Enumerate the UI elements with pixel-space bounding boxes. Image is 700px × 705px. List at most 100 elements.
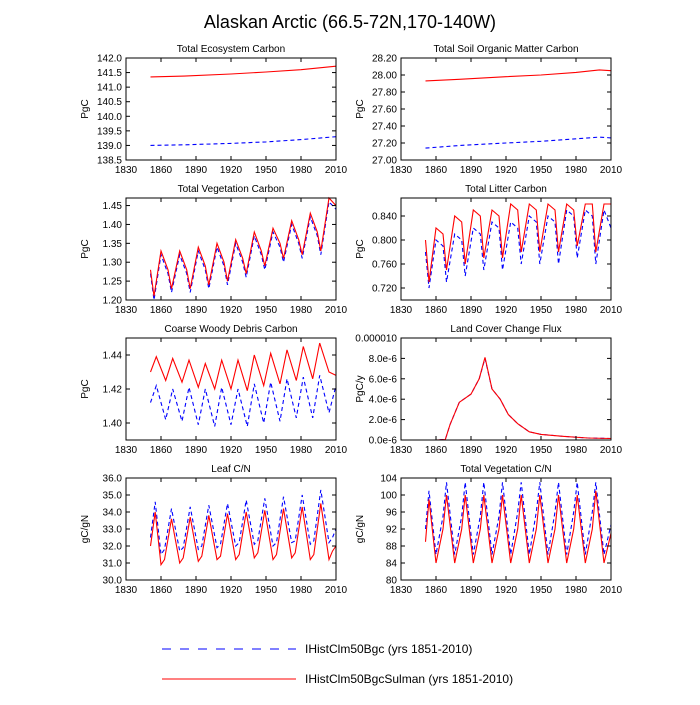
panel-7-ytick-label: 35.0 (103, 491, 123, 502)
panel-2-frame (400, 57, 612, 161)
panel-5-xtick-label: 1950 (255, 445, 278, 456)
panel-6-ytick-label: 6.0e-6 (369, 374, 398, 385)
panel-5-title: Coarse Woody Debris Carbon (164, 324, 297, 335)
panel-2-ylabel: PgC (355, 99, 366, 118)
panel-8-title: Total Vegetation C/N (460, 464, 551, 475)
panel-6-xtick-label: 1980 (565, 445, 588, 456)
panel-1-ytick-label: 139.0 (97, 141, 122, 152)
panel-6-ytick-label: 0.000010 (355, 334, 397, 345)
panel-2-ytick-label: 27.20 (372, 139, 397, 150)
panel-1-series-1-line (150, 136, 337, 146)
panel-5-xtick-label: 1830 (115, 445, 138, 456)
panel-7-xtick-label: 1860 (150, 585, 173, 596)
panel-2-xtick-label: 1920 (495, 165, 518, 176)
panel-2-xtick-label: 1830 (390, 165, 413, 176)
panel-7-xtick-label: 1920 (220, 585, 243, 596)
panel-2-xtick-label: 2010 (600, 165, 623, 176)
panel-3-ytick-label: 1.20 (103, 296, 123, 307)
panel-8-ylabel: gC/gN (355, 515, 366, 543)
panel-6-xtick-label: 1830 (390, 445, 413, 456)
panel-1-ytick-label: 139.5 (97, 126, 122, 137)
panel-6-xtick-label: 1920 (495, 445, 518, 456)
panel-7-ylabel: gC/gN (80, 515, 91, 543)
panel-7-xtick-label: 1830 (115, 585, 138, 596)
panel-5-series-2-line (149, 342, 337, 392)
panel-6-frame (400, 337, 612, 441)
panel-1-ytick-label: 142.0 (97, 54, 122, 65)
panel-4-xtick-label: 1860 (425, 305, 448, 316)
panel-4-xtick-label: 1830 (390, 305, 413, 316)
panel-7-ytick-label: 30.0 (103, 576, 123, 587)
panel-2-series-1-line (425, 136, 612, 149)
panel-7-series-1-line (149, 489, 337, 557)
panel-4-series-1-line (424, 207, 612, 289)
panel-7-xtick-label: 1950 (255, 585, 278, 596)
panel-5-series-1-line (149, 375, 337, 427)
panel-8-ytick-label: 84 (386, 559, 398, 570)
panel-6-ytick-label: 2.0e-6 (369, 415, 398, 426)
panel-8-ytick-label: 104 (380, 474, 397, 485)
panel-7-ytick-label: 36.0 (103, 474, 123, 485)
panel-5-xtick-label: 1860 (150, 445, 173, 456)
panel-5-ytick-label: 1.42 (103, 385, 123, 396)
panel-7-title: Leaf C/N (211, 464, 250, 475)
panel-1-title: Total Ecosystem Carbon (177, 44, 285, 55)
panel-8-xtick-label: 1950 (530, 585, 553, 596)
panel-8-ytick-label: 92 (386, 525, 398, 536)
panel-1-series-2-line (150, 65, 337, 78)
panel-2-xtick-label: 1980 (565, 165, 588, 176)
panel-2-ytick-label: 28.20 (372, 54, 397, 65)
panel-7-ytick-label: 31.0 (103, 559, 123, 570)
panel-2-ytick-label: 27.80 (372, 88, 397, 99)
panel-4-xtick-label: 1890 (460, 305, 483, 316)
panel-1-ytick-label: 141.0 (97, 83, 122, 94)
panel-7-xtick-label: 1980 (290, 585, 313, 596)
panel-7-ytick-label: 32.0 (103, 542, 123, 553)
panel-4-xtick-label: 2010 (600, 305, 623, 316)
panel-5-xtick-label: 1980 (290, 445, 313, 456)
panel-1-xtick-label: 1860 (150, 165, 173, 176)
panel-5-xtick-label: 2010 (325, 445, 348, 456)
panel-3-series-2-line (149, 196, 337, 297)
panel-4-title: Total Litter Carbon (465, 184, 547, 195)
panel-7-xtick-label: 1890 (185, 585, 208, 596)
panel-4-xtick-label: 1920 (495, 305, 518, 316)
panel-4-ylabel: PgC (355, 239, 366, 258)
legend-label-2: IHistClm50BgcSulman (yrs 1851-2010) (305, 672, 513, 686)
panel-8-series-2-line (424, 490, 612, 564)
panel-8-ytick-label: 88 (386, 542, 398, 553)
panel-8-ytick-label: 100 (380, 491, 397, 502)
panel-3-xtick-label: 1920 (220, 305, 243, 316)
panel-3-xtick-label: 1830 (115, 305, 138, 316)
panel-4-series-2-line (424, 202, 611, 283)
panel-1-ylabel: PgC (80, 99, 91, 118)
panel-2-ytick-label: 27.60 (372, 105, 397, 116)
panel-2-series-2-line (425, 69, 612, 82)
panel-3-title: Total Vegetation Carbon (178, 184, 285, 195)
panel-1-xtick-label: 1950 (255, 165, 278, 176)
panel-5-ytick-label: 1.44 (103, 351, 123, 362)
panel-8-xtick-label: 1860 (425, 585, 448, 596)
panel-6-xtick-label: 1950 (530, 445, 553, 456)
panel-3-ytick-label: 1.35 (103, 239, 123, 250)
panel-6-series-2-line (425, 357, 612, 441)
panel-2-ytick-label: 28.00 (372, 71, 397, 82)
panel-8-series-1-line (424, 482, 612, 555)
panel-3-xtick-label: 1860 (150, 305, 173, 316)
panel-2-ytick-label: 27.40 (372, 122, 397, 133)
panel-7-xtick-label: 2010 (325, 585, 348, 596)
panel-3-frame (125, 197, 337, 301)
panel-3-ytick-label: 1.45 (103, 201, 123, 212)
panel-2-xtick-label: 1860 (425, 165, 448, 176)
panel-2-xtick-label: 1890 (460, 165, 483, 176)
panel-1-ytick-label: 140.0 (97, 112, 122, 123)
panel-4-xtick-label: 1980 (565, 305, 588, 316)
panel-2-title: Total Soil Organic Matter Carbon (433, 44, 578, 55)
panel-4-ytick-label: 0.760 (372, 260, 397, 271)
panel-8-xtick-label: 1920 (495, 585, 518, 596)
panel-3-ylabel: PgC (80, 239, 91, 258)
panel-3-xtick-label: 2010 (325, 305, 348, 316)
panel-3-xtick-label: 1980 (290, 305, 313, 316)
panel-8-ytick-label: 96 (386, 508, 398, 519)
